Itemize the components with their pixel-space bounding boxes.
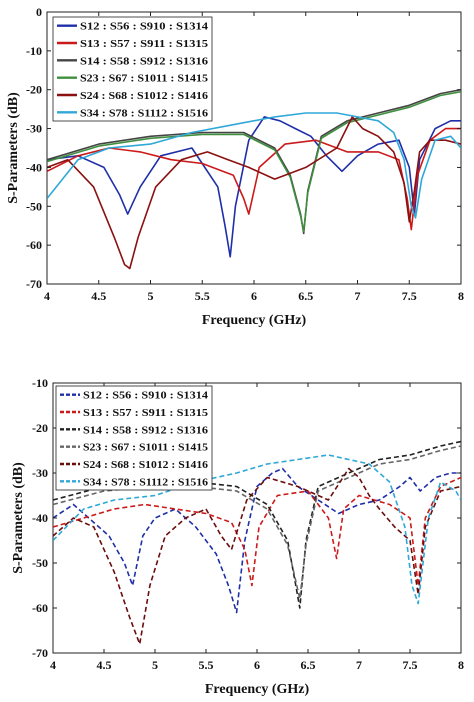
y-tick-label: -50 [32,556,48,570]
legend-box [52,16,213,122]
y-tick-label: -70 [32,646,48,660]
legend-box [55,385,213,491]
legend-label: S14 : S58 : S912 : S1316 [80,55,209,67]
y-tick-label: 0 [36,5,42,19]
series-line-2 [53,476,461,587]
x-tick-label: 4 [44,289,50,303]
series-line-5 [47,116,461,270]
x-tick-label: 8 [458,289,464,303]
y-tick-label: -40 [26,160,42,174]
legend: S12 : S56 : S910 : S1314 S13 : S57 : S911… [52,16,213,122]
x-tick-label: 7.5 [403,658,418,672]
legend-label: S34 : S78 : S1112 : S1516 [83,476,209,488]
y-tick-label: -50 [26,199,42,213]
y-axis-title: S-Parameters (dB) [11,462,26,574]
legend-label: S24 : S68 : S1012 : S1416 [83,459,209,471]
y-tick-label: -40 [32,511,48,525]
x-tick-label: 7 [355,289,361,303]
chart-panel-2: 4 4.5 5 5.5 6 6.5 7 7.5 8 -10 -20 -30 -40 -50 -60 -70 Fr… [11,376,464,697]
series-line-6 [47,112,461,219]
legend-label: S34 : S78 : S1112 : S1516 [80,107,209,119]
legend-label: S24 : S68 : S1012 : S1416 [80,90,209,102]
y-tick-label: -70 [26,277,42,291]
legend-label: S14 : S58 : S912 : S1316 [83,424,209,436]
x-tick-label: 4 [50,658,56,672]
series-line-1 [53,467,461,614]
y-tick-label: -20 [26,83,42,97]
x-tick-label: 5 [152,658,158,672]
x-tick-label: 8 [458,658,464,672]
y-axis-title: S-Parameters (dB) [6,92,21,204]
y-tick-label: -30 [26,122,42,136]
x-tick-label: 4.5 [97,658,112,672]
x-tick-label: 5.5 [195,289,210,303]
legend-label: S12 : S56 : S910 : S1314 [83,390,209,402]
legend-label: S13 : S57 : S911 : S1315 [80,38,209,50]
x-tick-label: 6 [254,658,260,672]
legend-label: S23 : S67 : S1011 : S1415 [80,73,209,85]
y-tick-label: -10 [32,376,48,390]
series-line-2 [47,127,461,231]
series-line-6 [53,454,461,605]
x-tick-label: 7.5 [402,289,417,303]
y-tick-label: -60 [32,601,48,615]
y-tick-label: -10 [26,44,42,58]
y-tick-label: -30 [32,466,48,480]
series-line-5 [53,467,461,645]
x-tick-label: 6.5 [301,658,316,672]
series-line-1 [47,116,461,258]
legend-label: S13 : S57 : S911 : S1315 [83,407,209,419]
x-tick-label: 4.5 [91,289,106,303]
legend: S12 : S56 : S910 : S1314 S13 : S57 : S911… [55,385,213,491]
series-lines [47,88,461,270]
x-axis-title: Frequency (GHz) [205,682,310,697]
x-tick-label: 5.5 [199,658,214,672]
y-tick-label: -20 [32,421,48,435]
y-tick-label: -60 [26,238,42,252]
legend-label: S23 : S67 : S1011 : S1415 [83,442,209,454]
x-tick-label: 6 [251,289,257,303]
x-tick-label: 7 [356,658,362,672]
x-axis-title: Frequency (GHz) [202,313,307,328]
x-tick-label: 6.5 [298,289,313,303]
legend-label: S12 : S56 : S910 : S1314 [80,21,209,33]
chart-panel-1: 4 4.5 5 5.5 6 6.5 7 7.5 8 0 -10 -20 -30 -40 -50 -60 -70 F… [6,5,464,328]
x-tick-label: 5 [148,289,154,303]
